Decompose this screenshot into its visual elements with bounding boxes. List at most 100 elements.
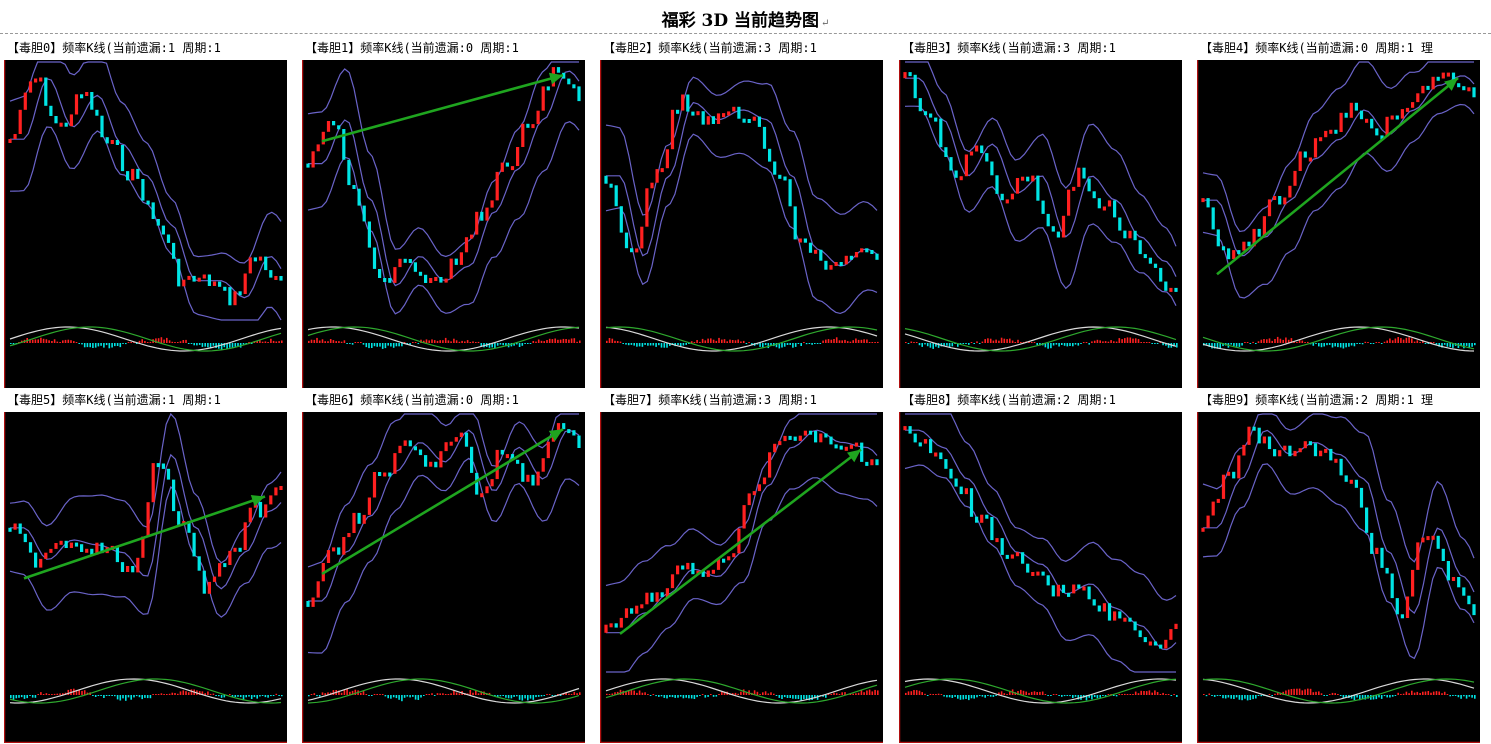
macd-bar [1058, 695, 1060, 696]
macd-bar [554, 695, 556, 696]
macd-bar [764, 691, 767, 695]
candle [1359, 487, 1364, 508]
macd-bar [751, 343, 753, 346]
macd-bar [532, 341, 535, 343]
macd-bar [343, 340, 346, 343]
candle [1143, 637, 1147, 643]
macd-bar [1058, 343, 1060, 347]
macd-bar [1126, 694, 1129, 695]
macd-bar [229, 694, 231, 695]
macd-bar [138, 695, 141, 698]
macd-bar [1030, 691, 1033, 695]
candle [398, 258, 402, 268]
macd-bar [827, 339, 830, 343]
macd-bar [737, 339, 739, 343]
macd-bar [1449, 695, 1451, 697]
candle [151, 463, 155, 503]
candle [860, 442, 864, 462]
candle [367, 497, 371, 515]
candle [1216, 229, 1220, 247]
macd-bar [439, 340, 441, 343]
macd-bar [527, 695, 529, 701]
macd-bar [1468, 343, 1471, 348]
macd-bar [1359, 343, 1361, 344]
candle [347, 533, 351, 538]
macd-bar [849, 694, 852, 695]
macd-bar [1375, 695, 1378, 700]
candle [100, 542, 104, 554]
macd-bar [551, 695, 554, 696]
candle [1015, 178, 1020, 194]
macd-bar [924, 693, 926, 695]
macd-bar [1380, 343, 1383, 344]
candle [670, 574, 675, 589]
candle [388, 278, 392, 283]
macd-bar [1238, 695, 1241, 700]
macd-bar [792, 343, 794, 348]
candle [788, 435, 792, 440]
macd-bar [398, 343, 400, 347]
macd-bar [496, 695, 499, 698]
macd-bar [557, 339, 559, 343]
macd-bar [196, 343, 198, 346]
candle [105, 137, 109, 144]
candle [316, 144, 320, 152]
macd-bar [226, 343, 228, 349]
macd-bar [638, 690, 641, 695]
macd-bar [805, 343, 808, 345]
macd-bar [1452, 343, 1454, 348]
candle [95, 109, 99, 116]
candle [630, 608, 634, 614]
macd-bar [723, 339, 726, 343]
macd-bar [910, 691, 913, 695]
candle [701, 111, 705, 125]
candle [752, 491, 756, 496]
candle [332, 121, 336, 126]
candle [1293, 450, 1297, 457]
candle [1395, 115, 1399, 120]
candle [1102, 206, 1106, 211]
macd-bar [231, 695, 234, 698]
candle [264, 504, 268, 518]
macd-bar [1145, 342, 1148, 343]
candle [975, 516, 979, 523]
macd-bar [1205, 695, 1208, 697]
macd-bar [428, 694, 430, 695]
candle [562, 423, 566, 430]
middle-band-line [606, 101, 878, 267]
macd-bar [18, 695, 20, 698]
macd-bar [141, 339, 143, 343]
upper-band-line [307, 413, 579, 568]
macd-bar [354, 689, 357, 695]
candle [635, 248, 639, 253]
macd-bar [1320, 693, 1323, 695]
macd-bar [794, 343, 797, 347]
candle [64, 122, 68, 127]
candle [1153, 263, 1158, 268]
macd-bar [360, 692, 362, 695]
candle [475, 472, 479, 495]
candle [1227, 248, 1231, 260]
macd-bar [97, 343, 100, 347]
macd-bar [1307, 341, 1309, 343]
macd-bar [926, 695, 929, 696]
candle [187, 521, 191, 533]
macd-bar [737, 693, 739, 695]
macd-bar [535, 341, 537, 343]
trend-arrow-head [548, 429, 563, 442]
candle [80, 544, 84, 552]
macd-bar [838, 340, 841, 343]
candle [778, 441, 782, 446]
macd-bar [338, 690, 340, 695]
macd-bar [1107, 341, 1110, 343]
macd-bar [1041, 691, 1044, 695]
macd-bar [1320, 343, 1323, 348]
macd-bar [1030, 342, 1033, 343]
candle [1056, 231, 1060, 238]
candle [332, 547, 336, 552]
candle [459, 432, 463, 437]
macd-bar [1331, 692, 1334, 695]
macd-bar [535, 695, 537, 698]
macd-bar [1208, 343, 1211, 347]
candle [212, 281, 217, 286]
